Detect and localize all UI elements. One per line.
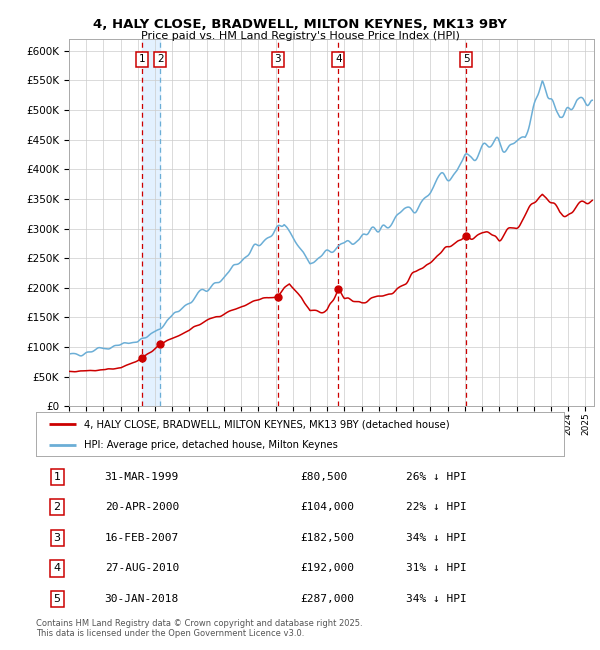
Text: 4: 4 (335, 54, 341, 64)
Text: 2: 2 (157, 54, 164, 64)
Text: £192,000: £192,000 (300, 564, 354, 573)
Text: 34% ↓ HPI: 34% ↓ HPI (406, 594, 466, 604)
Text: 4, HALY CLOSE, BRADWELL, MILTON KEYNES, MK13 9BY (detached house): 4, HALY CLOSE, BRADWELL, MILTON KEYNES, … (83, 419, 449, 429)
Text: 1: 1 (53, 472, 61, 482)
Bar (142, 39, 160, 406)
Text: 4, HALY CLOSE, BRADWELL, MILTON KEYNES, MK13 9BY: 4, HALY CLOSE, BRADWELL, MILTON KEYNES, … (93, 18, 507, 31)
Text: Price paid vs. HM Land Registry's House Price Index (HPI): Price paid vs. HM Land Registry's House … (140, 31, 460, 41)
Text: £80,500: £80,500 (300, 472, 347, 482)
Text: 31% ↓ HPI: 31% ↓ HPI (406, 564, 466, 573)
Text: 1: 1 (139, 54, 145, 64)
Text: 2: 2 (53, 502, 61, 512)
Text: 34% ↓ HPI: 34% ↓ HPI (406, 533, 466, 543)
Text: 31-MAR-1999: 31-MAR-1999 (104, 472, 179, 482)
Text: 27-AUG-2010: 27-AUG-2010 (104, 564, 179, 573)
Text: 16-FEB-2007: 16-FEB-2007 (104, 533, 179, 543)
Text: HPI: Average price, detached house, Milton Keynes: HPI: Average price, detached house, Milt… (83, 440, 337, 450)
Text: 3: 3 (274, 54, 281, 64)
Text: £182,500: £182,500 (300, 533, 354, 543)
Text: 5: 5 (53, 594, 61, 604)
Text: Contains HM Land Registry data © Crown copyright and database right 2025.
This d: Contains HM Land Registry data © Crown c… (36, 619, 362, 638)
Text: 20-APR-2000: 20-APR-2000 (104, 502, 179, 512)
Text: £104,000: £104,000 (300, 502, 354, 512)
Text: 30-JAN-2018: 30-JAN-2018 (104, 594, 179, 604)
Text: 22% ↓ HPI: 22% ↓ HPI (406, 502, 466, 512)
Text: 5: 5 (463, 54, 470, 64)
Text: 4: 4 (53, 564, 61, 573)
Text: £287,000: £287,000 (300, 594, 354, 604)
Text: 3: 3 (53, 533, 61, 543)
Text: 26% ↓ HPI: 26% ↓ HPI (406, 472, 466, 482)
